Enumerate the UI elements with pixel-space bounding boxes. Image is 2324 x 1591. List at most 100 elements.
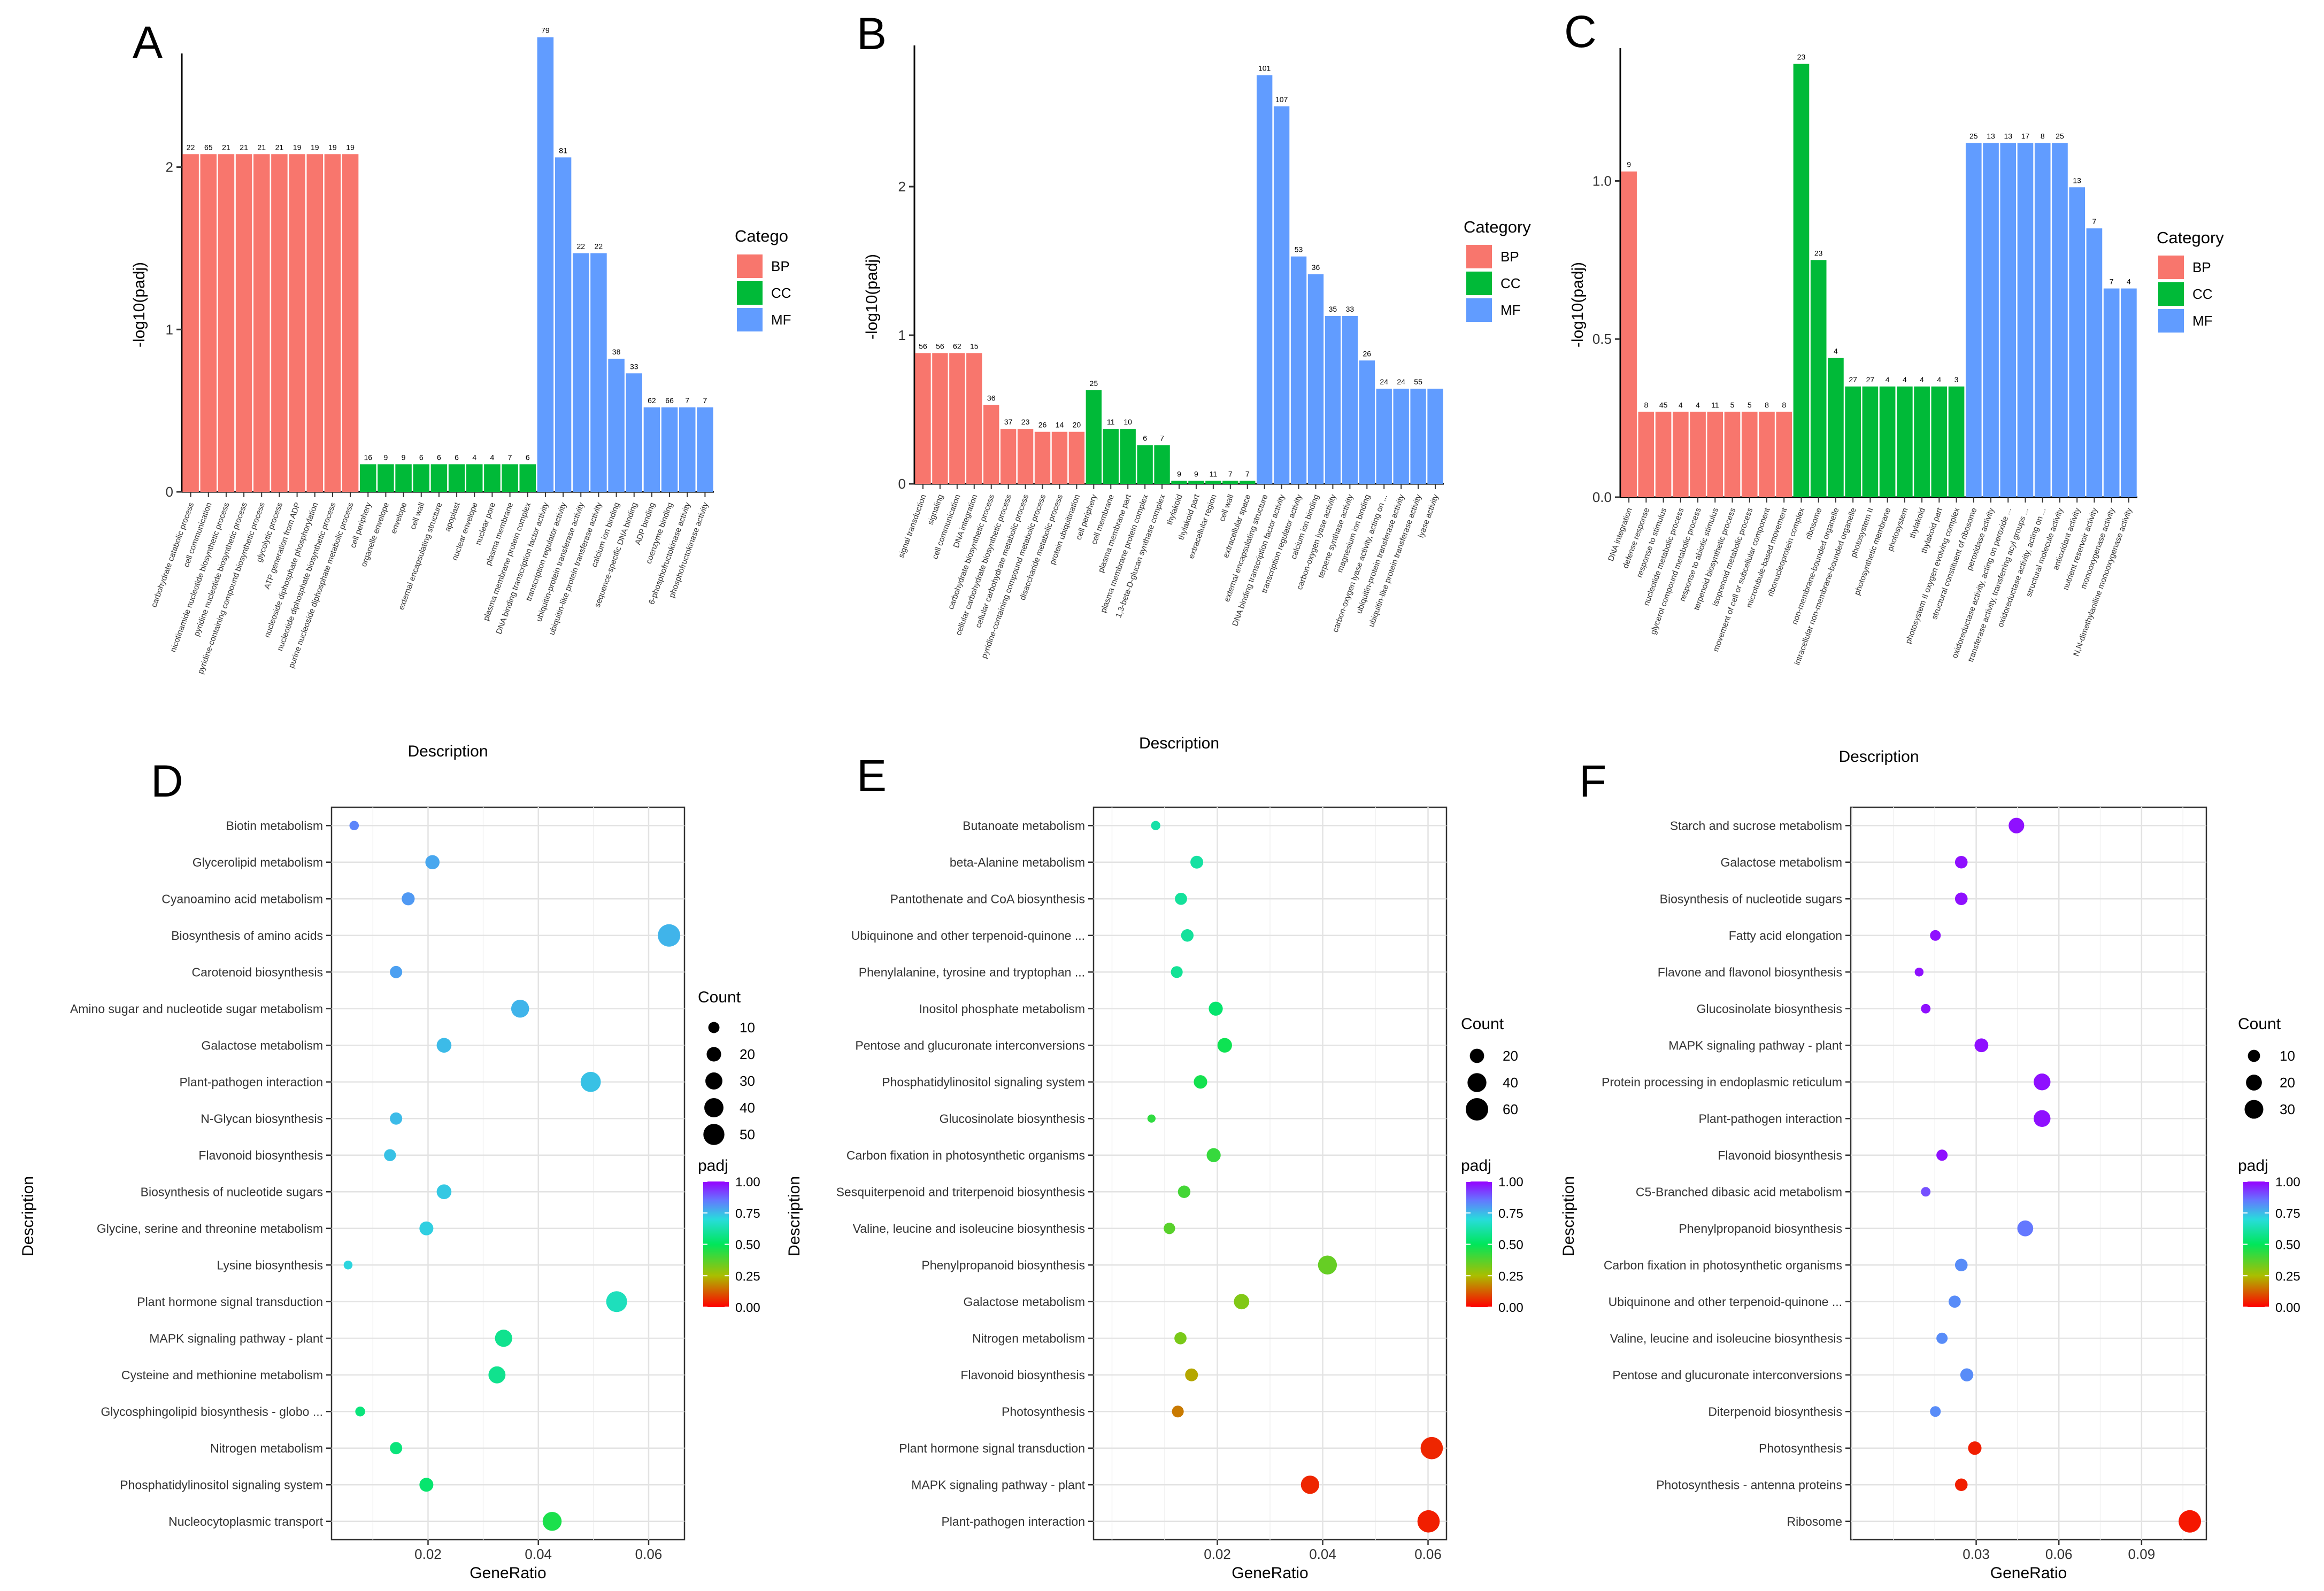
legend-key-C bbox=[2158, 282, 2184, 306]
data-point-E bbox=[1417, 1510, 1440, 1533]
bar-value-label-C: 4 bbox=[1696, 400, 1700, 409]
size-legend-label-E: 60 bbox=[1503, 1101, 1518, 1117]
bar-value-label-A: 79 bbox=[541, 26, 550, 35]
bar-C bbox=[2052, 143, 2068, 497]
y-tick-label-D: Lysine biosynthesis bbox=[217, 1258, 323, 1272]
data-point-E bbox=[1206, 1148, 1221, 1162]
bar-B bbox=[1017, 429, 1034, 484]
y-tick-label-E: Flavonoid biosynthesis bbox=[960, 1368, 1085, 1382]
y-tick-label-F: Fatty acid elongation bbox=[1729, 929, 1842, 943]
bar-value-label-A: 4 bbox=[472, 453, 476, 461]
bar-B bbox=[983, 405, 999, 484]
bar-B bbox=[1376, 389, 1392, 484]
bar-A bbox=[661, 407, 678, 492]
bar-B bbox=[932, 353, 948, 484]
y-tick-label-E: Sesquiterpenoid and triterpenoid biosynt… bbox=[836, 1185, 1085, 1199]
bar-B bbox=[1325, 315, 1341, 484]
bar-A bbox=[502, 464, 518, 492]
size-legend-label-D: 40 bbox=[740, 1100, 755, 1116]
data-point-F bbox=[1954, 855, 1968, 869]
legend-label-A: CC bbox=[771, 285, 791, 301]
bar-A bbox=[697, 407, 713, 492]
bar-C bbox=[2000, 143, 2017, 497]
x-tick-label-D: 0.02 bbox=[414, 1546, 442, 1562]
bar-A bbox=[537, 37, 554, 492]
bar-B bbox=[1427, 389, 1443, 484]
bar-C bbox=[1741, 412, 1758, 497]
x-axis-title-D: GeneRatio bbox=[470, 1564, 546, 1582]
y-tick-label-E: Phenylpropanoid biosynthesis bbox=[921, 1258, 1085, 1272]
bar-A bbox=[200, 154, 217, 492]
y-tick-label-E: Nitrogen metabolism bbox=[972, 1331, 1085, 1345]
bar-value-label-C: 5 bbox=[1748, 400, 1752, 409]
data-point-D bbox=[580, 1071, 601, 1092]
bar-value-label-A: 22 bbox=[187, 143, 195, 151]
bar-value-label-B: 23 bbox=[1021, 418, 1030, 426]
bar-C bbox=[1638, 412, 1654, 497]
y-tick-label-D: Galactose metabolism bbox=[201, 1038, 323, 1052]
bar-A bbox=[608, 358, 625, 492]
plot-panel-F bbox=[1850, 806, 2207, 1541]
y-tick-label-F: MAPK signaling pathway - plant bbox=[1668, 1038, 1842, 1052]
data-point-F bbox=[1960, 1368, 1974, 1381]
y-axis-title-B: -log10(padj) bbox=[863, 254, 881, 339]
bar-value-label-B: 36 bbox=[1312, 263, 1320, 272]
bar-A bbox=[289, 154, 305, 492]
bar-value-label-B: 10 bbox=[1123, 418, 1132, 426]
bar-B bbox=[1154, 445, 1170, 484]
bar-value-label-B: 26 bbox=[1038, 421, 1047, 429]
data-point-E bbox=[1185, 1368, 1198, 1381]
bar-value-label-A: 6 bbox=[455, 453, 459, 461]
bar-A bbox=[342, 154, 359, 492]
bar-value-label-B: 7 bbox=[1160, 434, 1164, 443]
data-point-E bbox=[1190, 855, 1204, 869]
y-tick-label-D: Biosynthesis of nucleotide sugars bbox=[141, 1185, 323, 1199]
bar-B bbox=[1137, 445, 1153, 484]
bar-C bbox=[2017, 143, 2034, 497]
bar-value-label-C: 4 bbox=[1937, 375, 1941, 384]
y-tick-label-D: Biosynthesis of amino acids bbox=[171, 929, 323, 943]
bar-B bbox=[915, 353, 931, 484]
y-tick-label-E: Photosynthesis bbox=[1002, 1404, 1085, 1418]
y-axis-title-A: -log10(padj) bbox=[130, 262, 148, 347]
bar-C bbox=[2121, 288, 2137, 497]
y-tick-label-D: Carotenoid biosynthesis bbox=[192, 965, 323, 979]
data-point-D bbox=[511, 999, 529, 1018]
y-tick-label-F: Pentose and glucuronate interconversions bbox=[1612, 1368, 1842, 1382]
data-point-F bbox=[1974, 1038, 1989, 1053]
y-tick-label-C: 0.0 bbox=[1592, 489, 1612, 505]
bar-value-label-C: 5 bbox=[1730, 400, 1735, 409]
bar-C bbox=[1828, 358, 1844, 497]
color-legend-label-E: 0.75 bbox=[1498, 1207, 1523, 1221]
color-legend-label-D: 0.00 bbox=[735, 1301, 760, 1315]
x-tick-label-F: 0.06 bbox=[2045, 1546, 2073, 1562]
x-tick-label-D: 0.06 bbox=[635, 1546, 663, 1562]
bar-A bbox=[395, 464, 412, 492]
bar-value-label-C: 7 bbox=[2110, 277, 2114, 286]
bar-C bbox=[1845, 386, 1861, 497]
y-tick-label-E: Pentose and glucuronate interconversions bbox=[855, 1038, 1085, 1052]
y-tick-label-D: Plant hormone signal transduction bbox=[137, 1295, 323, 1309]
bar-value-label-C: 23 bbox=[1814, 249, 1823, 257]
data-point-D bbox=[542, 1511, 562, 1531]
bar-B bbox=[1307, 274, 1324, 484]
size-legend-key-D bbox=[704, 1098, 724, 1117]
bar-A bbox=[590, 253, 607, 492]
legend-key-B bbox=[1466, 272, 1492, 295]
bar-value-label-B: 9 bbox=[1177, 469, 1181, 478]
data-point-E bbox=[1217, 1038, 1232, 1053]
y-tick-label-D: Biotin metabolism bbox=[226, 818, 323, 832]
bar-B bbox=[949, 353, 965, 484]
bar-value-label-B: 37 bbox=[1004, 418, 1013, 426]
color-legend-title-F: padj bbox=[2238, 1157, 2268, 1175]
y-axis-title-C: -log10(padj) bbox=[1569, 262, 1587, 347]
legend-key-A bbox=[737, 281, 763, 305]
bar-value-label-A: 6 bbox=[419, 453, 424, 461]
y-axis-title-F: Description bbox=[1560, 1176, 1577, 1256]
y-tick-label-E: Glucosinolate biosynthesis bbox=[940, 1111, 1085, 1125]
bar-value-label-C: 13 bbox=[1987, 132, 1995, 140]
bar-value-label-B: 15 bbox=[970, 342, 979, 350]
bar-value-label-A: 7 bbox=[685, 396, 689, 405]
bar-value-label-B: 56 bbox=[936, 342, 944, 350]
data-point-D bbox=[343, 1260, 353, 1270]
